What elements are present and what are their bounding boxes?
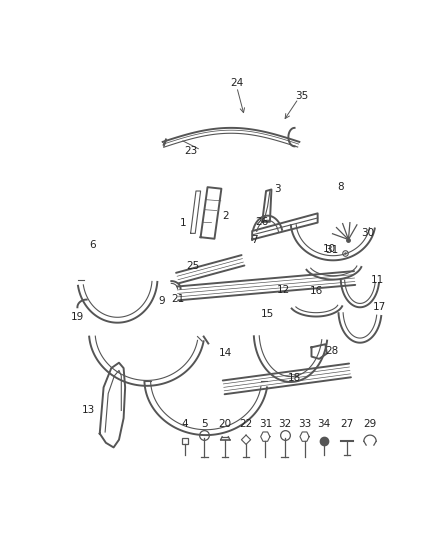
Text: 31: 31 [325, 245, 338, 255]
Text: 12: 12 [276, 285, 290, 295]
Text: 33: 33 [298, 419, 311, 429]
Text: 8: 8 [337, 182, 344, 192]
Text: 17: 17 [373, 302, 386, 311]
Text: 2: 2 [222, 211, 229, 221]
Text: 3: 3 [274, 184, 281, 195]
Text: 6: 6 [89, 240, 96, 250]
Text: 29: 29 [364, 419, 377, 429]
Text: 1: 1 [180, 219, 186, 228]
Text: 23: 23 [184, 146, 197, 156]
Text: 22: 22 [240, 419, 253, 429]
Text: 27: 27 [340, 419, 353, 429]
Text: 7: 7 [251, 235, 258, 245]
Text: 9: 9 [159, 296, 166, 306]
Text: 16: 16 [310, 286, 323, 296]
Text: 31: 31 [259, 419, 272, 429]
Text: 35: 35 [296, 91, 309, 101]
Text: 15: 15 [261, 309, 274, 319]
Text: 30: 30 [361, 228, 374, 238]
Text: 11: 11 [371, 274, 384, 285]
Text: 18: 18 [288, 373, 301, 383]
Text: 19: 19 [71, 311, 84, 321]
Text: 32: 32 [278, 419, 291, 429]
Text: 21: 21 [171, 294, 184, 304]
Text: 28: 28 [325, 346, 338, 356]
Text: 14: 14 [219, 348, 232, 358]
Text: 24: 24 [230, 78, 244, 88]
Text: 26: 26 [256, 217, 269, 227]
Text: 10: 10 [323, 244, 336, 254]
Text: 34: 34 [317, 419, 330, 429]
Text: 4: 4 [182, 419, 188, 429]
Text: 20: 20 [219, 419, 232, 429]
Text: 13: 13 [81, 406, 95, 415]
Text: 5: 5 [201, 419, 208, 429]
Text: 25: 25 [186, 261, 200, 271]
